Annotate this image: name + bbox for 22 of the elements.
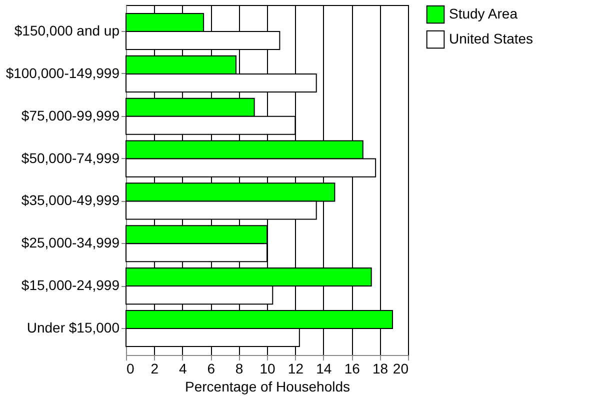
x-tick-label: 0 (126, 360, 134, 376)
x-tick-label: 20 (392, 360, 409, 376)
legend-label: Study Area (449, 6, 518, 22)
x-tick-label: 6 (207, 360, 216, 376)
x-tick-label: 4 (179, 360, 187, 376)
x-tick-label: 14 (316, 360, 332, 376)
y-tick-label: $150,000 and up (14, 22, 120, 39)
y-tick-label: $75,000-99,999 (21, 107, 120, 124)
y-tick-label: $15,000-24,999 (21, 277, 120, 294)
y-tick-label: Under $15,000 (26, 319, 120, 336)
legend-label: United States (449, 30, 534, 46)
y-tick-label: $100,000-149,999 (6, 64, 120, 81)
x-tick-label: 18 (372, 360, 388, 376)
x-tick-label: 16 (344, 360, 360, 376)
x-tick-label: 8 (235, 360, 244, 376)
x-tick-label: 10 (260, 360, 276, 376)
x-tick-label: 2 (150, 360, 159, 376)
x-axis-title: Percentage of Households (185, 378, 350, 394)
y-tick-label: $50,000-74,999 (21, 150, 120, 166)
x-tick-label: 12 (288, 360, 304, 376)
y-tick-label: $25,000-34,999 (21, 234, 120, 251)
y-tick-label: $35,000-49,999 (21, 192, 120, 208)
